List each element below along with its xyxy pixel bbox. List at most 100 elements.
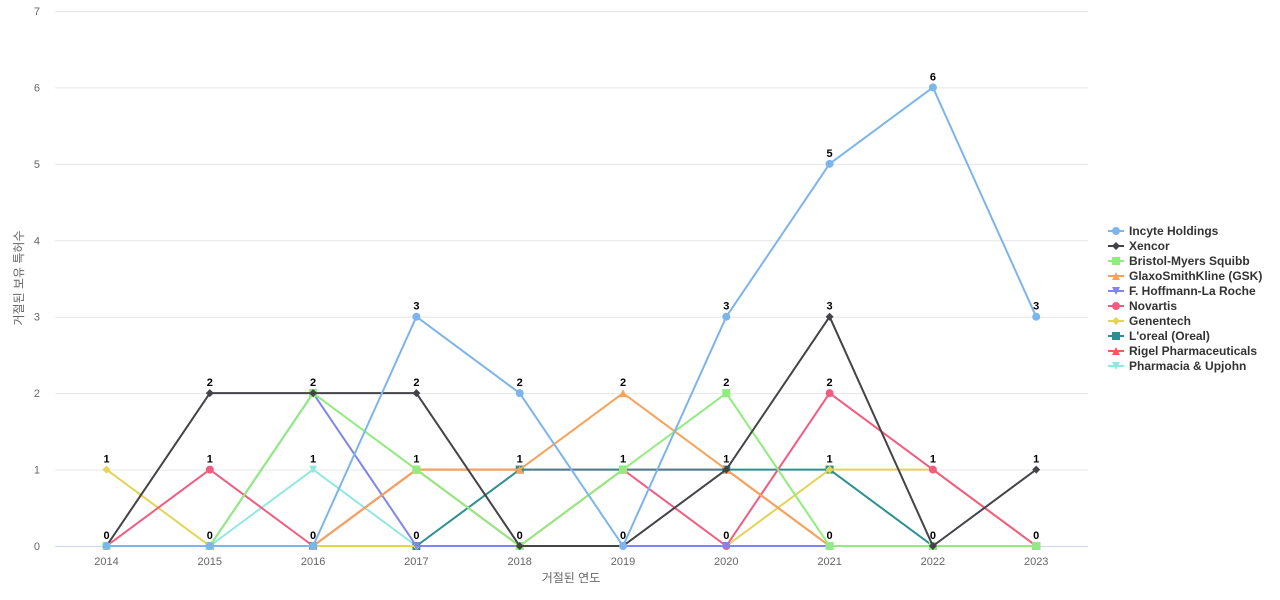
data-point[interactable] xyxy=(825,312,834,321)
legend-label: Rigel Pharmaceuticals xyxy=(1129,344,1257,358)
y-axis-title: 거절된 보유 특허수 xyxy=(12,231,26,326)
data-label: 0 xyxy=(620,530,626,542)
legend-item[interactable]: Novartis xyxy=(1108,299,1177,313)
x-tick-label: 2014 xyxy=(94,556,118,568)
data-point[interactable] xyxy=(825,389,834,398)
legend-label: Pharmacia & Upjohn xyxy=(1129,359,1246,373)
legend-symbol xyxy=(1112,347,1120,355)
data-label: 1 xyxy=(517,454,523,466)
legend-item[interactable]: Rigel Pharmaceuticals xyxy=(1108,344,1257,358)
data-point[interactable] xyxy=(515,542,524,550)
legend-item[interactable]: Bristol-Myers Squibb xyxy=(1108,254,1250,268)
data-point[interactable] xyxy=(1032,465,1041,474)
data-point[interactable] xyxy=(1032,312,1041,321)
x-tick-label: 2017 xyxy=(404,556,428,568)
legend-symbol xyxy=(1112,287,1120,295)
x-tick-label: 2020 xyxy=(714,556,738,568)
data-label: 3 xyxy=(1033,301,1039,313)
data-label: 1 xyxy=(413,454,419,466)
x-tick-label: 2021 xyxy=(817,556,841,568)
data-point[interactable] xyxy=(205,465,214,474)
data-label: 1 xyxy=(827,454,833,466)
data-point[interactable] xyxy=(928,465,937,474)
data-label: 0 xyxy=(723,530,729,542)
series-line[interactable] xyxy=(106,392,1037,547)
legend-label: Novartis xyxy=(1129,299,1177,313)
data-point[interactable] xyxy=(412,465,421,474)
data-point[interactable] xyxy=(309,389,318,398)
x-tick-label: 2018 xyxy=(507,556,531,568)
y-tick-label: 3 xyxy=(34,312,40,324)
data-point[interactable] xyxy=(515,465,524,474)
legend-item[interactable]: L'oreal (Oreal) xyxy=(1108,329,1210,343)
data-point[interactable] xyxy=(412,542,421,550)
data-point[interactable] xyxy=(102,542,111,550)
data-point[interactable] xyxy=(412,312,421,321)
data-label: 0 xyxy=(310,530,316,542)
data-point[interactable] xyxy=(309,542,318,550)
data-label: 5 xyxy=(827,148,833,160)
data-label: 1 xyxy=(930,454,936,466)
y-axis-ticks: 0 1 2 3 4 5 6 7 xyxy=(34,6,40,553)
legend-item[interactable]: Xencor xyxy=(1108,239,1170,253)
data-label: 0 xyxy=(1033,530,1039,542)
data-point[interactable] xyxy=(619,389,627,398)
legend-item[interactable]: GlaxoSmithKline (GSK) xyxy=(1108,269,1262,283)
data-point[interactable] xyxy=(619,542,627,550)
data-point[interactable] xyxy=(1032,542,1041,550)
legend-item[interactable]: F. Hoffmann-La Roche xyxy=(1108,284,1256,298)
legend-symbol xyxy=(1112,317,1120,325)
data-point[interactable] xyxy=(619,465,627,474)
legend-item[interactable]: Incyte Holdings xyxy=(1108,224,1219,238)
y-tick-label: 2 xyxy=(34,388,40,400)
data-label: 1 xyxy=(620,454,626,466)
data-point[interactable] xyxy=(928,542,937,550)
data-label: 0 xyxy=(413,530,419,542)
data-point[interactable] xyxy=(412,389,421,398)
data-point[interactable] xyxy=(515,389,524,398)
legend-label: GlaxoSmithKline (GSK) xyxy=(1129,269,1262,283)
data-label: 1 xyxy=(723,454,729,466)
data-point[interactable] xyxy=(205,389,214,398)
y-tick-label: 4 xyxy=(34,235,40,247)
legend-label: Xencor xyxy=(1129,239,1170,253)
data-label: 0 xyxy=(207,530,213,542)
data-label: 2 xyxy=(723,377,729,389)
data-label: 2 xyxy=(207,377,213,389)
data-point[interactable] xyxy=(102,465,111,474)
legend-label: Bristol-Myers Squibb xyxy=(1129,254,1250,268)
legend-item[interactable]: Genentech xyxy=(1108,314,1191,328)
data-label: 2 xyxy=(517,377,523,389)
x-axis-ticks: 2014 2015 2016 2017 2018 2019 2020 2021 2022 2023 xyxy=(94,556,1048,568)
data-point[interactable] xyxy=(928,83,937,92)
legend-item[interactable]: Pharmacia & Upjohn xyxy=(1108,359,1246,373)
series-line[interactable] xyxy=(106,86,1038,547)
legend-label: Incyte Holdings xyxy=(1129,224,1219,238)
data-point[interactable] xyxy=(205,542,214,550)
legend-label: L'oreal (Oreal) xyxy=(1129,329,1210,343)
x-tick-label: 2022 xyxy=(921,556,945,568)
data-label: 2 xyxy=(310,377,316,389)
data-point[interactable] xyxy=(825,542,834,550)
data-point[interactable] xyxy=(722,542,731,550)
data-label: 2 xyxy=(827,377,833,389)
data-point[interactable] xyxy=(722,312,731,321)
data-labels: 1 0 2 1 0 2 1 0 3 2 1 0 2 1 0 2 1 0 3 2 1 0 5 3 2 1 0 6 1 0 3 1 0 xyxy=(103,71,1039,542)
data-label: 3 xyxy=(413,301,419,313)
data-label: 3 xyxy=(723,301,729,313)
data-point[interactable] xyxy=(825,159,834,168)
data-label: 1 xyxy=(310,454,316,466)
data-point[interactable] xyxy=(722,389,731,398)
legend-symbol xyxy=(1112,332,1120,340)
data-point[interactable] xyxy=(309,465,318,474)
data-label: 2 xyxy=(620,377,626,389)
data-point[interactable] xyxy=(825,465,834,474)
legend-symbol xyxy=(1112,242,1120,250)
series-line[interactable] xyxy=(105,315,1037,547)
legend-label: Genentech xyxy=(1129,314,1191,328)
x-tick-label: 2023 xyxy=(1024,556,1048,568)
data-label: 3 xyxy=(827,301,833,313)
data-point[interactable] xyxy=(722,465,731,474)
